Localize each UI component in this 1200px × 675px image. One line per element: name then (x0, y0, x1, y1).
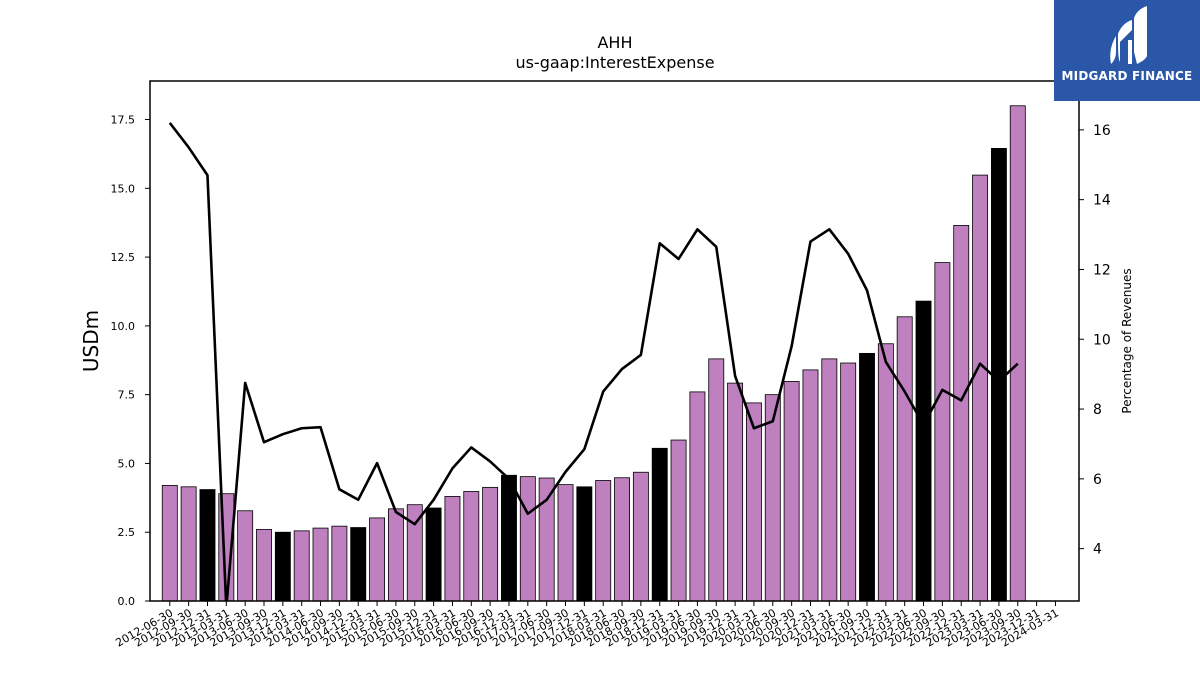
y-tick-label: 10.0 (111, 320, 136, 333)
bar (632, 471, 649, 602)
chart-title: AHH (597, 33, 632, 52)
bar (237, 510, 254, 602)
line-series (168, 122, 1019, 601)
bar (199, 489, 216, 602)
bar (557, 484, 574, 602)
y-tick-label: 12.5 (111, 251, 136, 264)
bar (161, 485, 178, 602)
bar (821, 358, 838, 602)
bar (180, 486, 197, 602)
y-tick-label: 0.0 (118, 595, 136, 608)
y2-tick-label: 12 (1093, 262, 1111, 278)
bar (274, 531, 291, 602)
logo-text: MIDGARD FINANCE (1061, 69, 1193, 83)
bar (425, 507, 442, 602)
y2-tick-label: 4 (1093, 542, 1102, 558)
bar (651, 447, 668, 602)
bar (783, 381, 800, 602)
bar (614, 477, 630, 602)
bar (727, 382, 744, 602)
bar (482, 486, 499, 602)
bar (877, 343, 894, 602)
midgard-finance-logo: MIDGARD FINANCE (1054, 0, 1200, 101)
bar (953, 225, 970, 602)
bar (331, 525, 348, 602)
y-axis-label: USDm (79, 310, 103, 372)
bar (538, 477, 555, 602)
bar (934, 262, 951, 602)
y2-tick-label: 16 (1093, 123, 1111, 139)
y-tick-label: 2.5 (118, 526, 136, 539)
bar (312, 527, 329, 602)
bar (1009, 105, 1026, 602)
y2-tick-label: 14 (1093, 193, 1111, 209)
bar (915, 300, 932, 602)
bar (896, 316, 913, 602)
percentage-line (168, 122, 1019, 601)
y2-axis-label: Percentage of Revenues (1120, 268, 1134, 413)
y-tick-label: 17.5 (111, 114, 136, 127)
bar (764, 394, 781, 602)
y-tick-label: 7.5 (118, 389, 136, 402)
bar (387, 508, 404, 602)
bar (746, 402, 762, 602)
bar-series (161, 105, 1026, 602)
bar (802, 369, 819, 602)
bar (293, 530, 310, 602)
bar (256, 529, 272, 602)
bar (595, 480, 612, 602)
bar (576, 486, 593, 602)
y-tick-label: 5.0 (118, 457, 136, 470)
y2-tick-label: 8 (1093, 402, 1102, 418)
bar (859, 352, 875, 602)
bar (463, 491, 480, 602)
x-axis-ticks: 2012-06-302012-09-302012-12-312013-03-31… (113, 601, 1061, 650)
bar (689, 391, 706, 602)
y2-tick-label: 6 (1093, 472, 1102, 488)
chart-subtitle: us-gaap:InterestExpense (515, 53, 714, 72)
bar (972, 174, 989, 602)
y-tick-label: 15.0 (111, 182, 136, 195)
midgard-logo-icon (1110, 6, 1147, 64)
y-axis-ticks: 0.0 2.5 5.0 7.5 10.0 12.5 15.0 17.5 (111, 114, 150, 608)
bar (444, 496, 461, 602)
bar (501, 474, 517, 602)
bar (350, 527, 367, 602)
bar (670, 439, 687, 602)
bar (708, 358, 725, 602)
y2-tick-label: 10 (1093, 332, 1111, 348)
bar (519, 476, 536, 602)
y2-axis-ticks: 4 6 8 10 12 14 16 (1079, 123, 1111, 558)
bar (369, 517, 386, 602)
plot-frame (149, 80, 1080, 602)
bar (840, 362, 857, 602)
